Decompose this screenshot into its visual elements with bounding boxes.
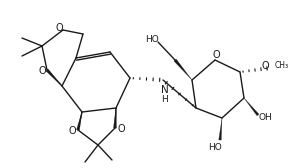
Polygon shape — [77, 112, 82, 130]
Text: O: O — [117, 124, 125, 134]
Polygon shape — [244, 98, 259, 116]
Text: O: O — [212, 50, 220, 60]
Text: O: O — [68, 126, 76, 136]
Text: HO: HO — [145, 35, 159, 45]
Polygon shape — [46, 69, 62, 86]
Text: O: O — [55, 23, 63, 33]
Text: O: O — [38, 66, 46, 76]
Polygon shape — [113, 108, 116, 128]
Text: O: O — [261, 61, 269, 71]
Text: HO: HO — [208, 143, 222, 153]
Text: CH₃: CH₃ — [275, 61, 289, 71]
Polygon shape — [219, 118, 222, 140]
Text: OH: OH — [258, 113, 272, 121]
Text: N: N — [161, 85, 169, 95]
Text: H: H — [162, 94, 168, 103]
Polygon shape — [174, 59, 192, 80]
